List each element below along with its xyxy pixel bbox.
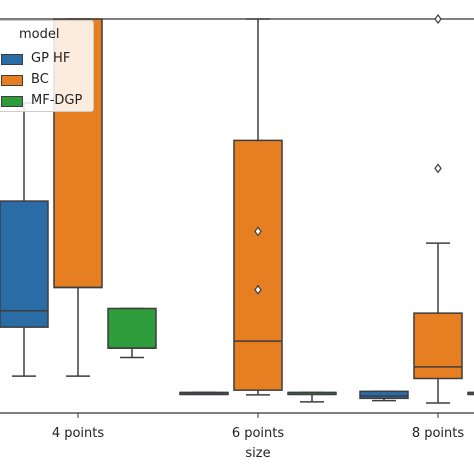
- legend-swatch-gp-hf: [1, 54, 23, 65]
- box-gp-hf-6-points: [179, 391, 229, 396]
- outlier-marker: [434, 163, 442, 174]
- box-body: [233, 139, 283, 391]
- box-body: [359, 390, 409, 400]
- legend: model GP HF BC MF-DGP: [0, 20, 94, 112]
- box-mf-dgp-8-points: [467, 391, 474, 396]
- box-mf-dgp-6-points: [287, 391, 337, 403]
- box-body: [413, 312, 463, 380]
- legend-label-mf-dgp: MF-DGP: [31, 93, 83, 108]
- x-tick-label-6-points: 6 points: [232, 426, 285, 441]
- outlier-marker: [434, 14, 442, 24]
- box-mf-dgp-4-points: [107, 307, 157, 359]
- legend-label-bc: BC: [31, 72, 49, 87]
- x-tick-label-4-points: 4 points: [52, 426, 105, 441]
- box-gp-hf-4-points: [0, 102, 49, 377]
- box-body: [0, 200, 49, 328]
- box-bc-6-points: [233, 18, 283, 396]
- x-axis-ticks: 4 points 6 points 8 points: [52, 413, 465, 441]
- box-body: [467, 391, 474, 396]
- box-gp-hf-8-points: [359, 390, 409, 402]
- outlier-marker: [254, 284, 262, 295]
- x-axis-label: size: [245, 446, 270, 461]
- x-tick-label-8-points: 8 points: [412, 426, 465, 441]
- legend-label-gp-hf: GP HF: [31, 51, 71, 66]
- box-bc-8-points: [413, 14, 463, 404]
- legend-title: model: [19, 27, 60, 42]
- legend-swatch-bc: [1, 75, 23, 86]
- box-body: [107, 307, 157, 349]
- legend-swatch-mf-dgp: [1, 96, 23, 107]
- outlier-marker: [254, 226, 262, 237]
